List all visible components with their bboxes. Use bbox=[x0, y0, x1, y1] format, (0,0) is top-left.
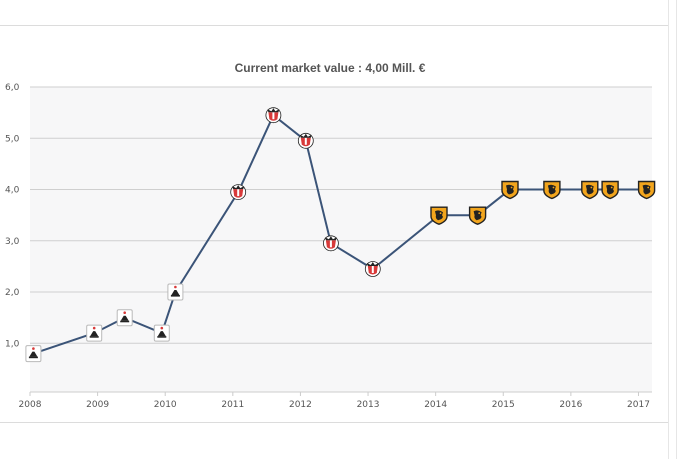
y-tick-label: 3,0 bbox=[5, 237, 20, 247]
data-point-club-a-crest-icon[interactable] bbox=[153, 324, 170, 342]
x-tick-label: 2013 bbox=[357, 400, 380, 410]
data-point-club-c-crest-icon[interactable] bbox=[601, 180, 619, 200]
x-tick-label: 2017 bbox=[627, 400, 650, 410]
data-point-club-c-crest-icon[interactable] bbox=[581, 180, 599, 200]
data-point-club-a-crest-icon[interactable] bbox=[86, 324, 103, 342]
x-tick-label: 2016 bbox=[559, 400, 582, 410]
x-tick-label: 2010 bbox=[154, 400, 177, 410]
data-point-club-c-crest-icon[interactable] bbox=[430, 206, 448, 225]
data-point-club-c-crest-icon[interactable] bbox=[543, 180, 561, 200]
data-point-club-c-crest-icon[interactable] bbox=[501, 180, 519, 200]
data-point-club-a-crest-icon[interactable] bbox=[25, 345, 42, 363]
data-point-club-a-crest-icon[interactable] bbox=[116, 309, 133, 327]
x-tick-label: 2014 bbox=[424, 400, 447, 410]
bottom-divider bbox=[0, 422, 668, 423]
x-tick-label: 2008 bbox=[19, 400, 42, 410]
data-point-club-b-crest-icon[interactable] bbox=[230, 184, 247, 201]
y-tick-label: 4,0 bbox=[5, 186, 20, 196]
market-value-chart: 1,0 2,0 3,0 4,0 5,0 6,0 2008 2009 2010 2011 2012 2… bbox=[5, 83, 656, 410]
data-point-club-c-crest-icon[interactable] bbox=[637, 180, 656, 200]
plot-area bbox=[30, 87, 652, 392]
top-divider bbox=[0, 25, 668, 26]
data-point-club-b-crest-icon[interactable] bbox=[297, 132, 314, 149]
chart-title: Current market value : 4,00 Mill. € bbox=[234, 61, 426, 75]
x-tick-label: 2012 bbox=[289, 400, 312, 410]
data-point-club-a-crest-icon[interactable] bbox=[167, 283, 184, 301]
y-tick-label: 5,0 bbox=[5, 134, 20, 144]
scrollbar-track[interactable] bbox=[676, 0, 677, 459]
right-divider bbox=[668, 0, 669, 459]
x-tick-label: 2009 bbox=[86, 400, 109, 410]
data-point-club-b-crest-icon[interactable] bbox=[265, 107, 282, 124]
x-tick-label: 2011 bbox=[221, 400, 244, 410]
data-point-club-b-crest-icon[interactable] bbox=[364, 261, 381, 277]
data-point-club-c-crest-icon[interactable] bbox=[468, 206, 487, 225]
y-tick-label: 1,0 bbox=[5, 339, 20, 349]
x-tick-label: 2015 bbox=[492, 400, 515, 410]
y-tick-label: 2,0 bbox=[5, 288, 20, 298]
data-point-club-b-crest-icon[interactable] bbox=[322, 235, 339, 252]
y-tick-label: 6,0 bbox=[5, 83, 20, 93]
